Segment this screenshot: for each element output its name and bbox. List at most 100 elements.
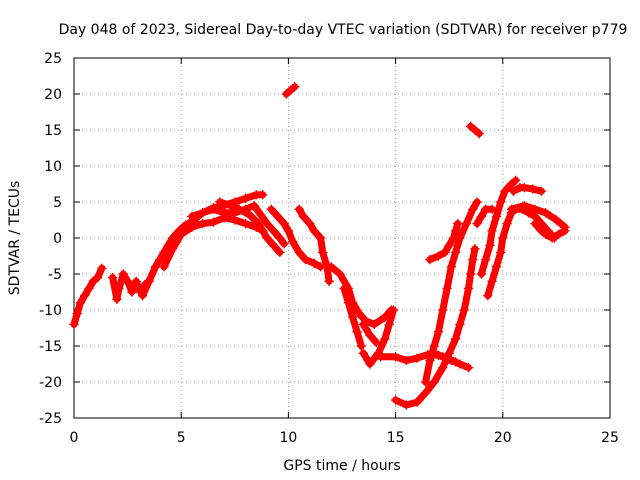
data-point xyxy=(266,204,276,214)
data-point xyxy=(491,211,502,222)
data-point xyxy=(446,262,457,272)
data-point xyxy=(450,334,461,344)
x-tick-label: 15 xyxy=(387,430,405,446)
data-point xyxy=(450,226,461,236)
data-point xyxy=(118,269,129,279)
y-tick-label: 20 xyxy=(44,87,62,103)
y-axis-label: SDTVAR / TECUs xyxy=(7,181,23,296)
y-tick-label: -10 xyxy=(39,303,62,319)
data-point xyxy=(114,283,124,294)
data-point xyxy=(208,204,219,214)
data-point xyxy=(107,272,118,283)
data-point xyxy=(465,269,476,279)
data-point xyxy=(448,233,459,243)
data-point xyxy=(144,276,154,286)
data-point xyxy=(294,247,304,258)
data-point xyxy=(365,330,375,340)
series-arc-18 xyxy=(425,218,463,265)
data-point xyxy=(470,125,480,135)
data-point xyxy=(455,319,465,330)
data-point xyxy=(491,262,502,272)
x-tick-label: 25 xyxy=(601,430,619,446)
data-point xyxy=(463,362,474,373)
data-point xyxy=(465,121,476,132)
data-point xyxy=(438,362,448,373)
data-point xyxy=(510,175,521,186)
data-point xyxy=(500,186,510,196)
data-point xyxy=(262,233,272,243)
series-arc-13 xyxy=(358,319,382,348)
data-point xyxy=(127,287,137,297)
data-point xyxy=(380,334,390,344)
series-arc-22 xyxy=(508,182,547,196)
data-point xyxy=(159,262,169,272)
data-point xyxy=(249,200,259,211)
data-point xyxy=(375,352,386,362)
data-point xyxy=(468,204,478,214)
data-point xyxy=(197,208,208,218)
data-point xyxy=(283,226,294,236)
data-point xyxy=(453,218,463,229)
data-traces xyxy=(69,82,570,410)
data-point xyxy=(317,247,328,258)
data-point xyxy=(176,229,186,240)
data-point xyxy=(167,244,178,254)
data-point xyxy=(540,208,551,218)
data-point xyxy=(540,229,551,240)
series-arc-11 xyxy=(339,283,367,351)
data-point xyxy=(272,211,283,222)
data-point xyxy=(444,240,454,250)
data-point xyxy=(390,395,401,405)
data-point xyxy=(79,290,90,301)
data-point xyxy=(487,204,497,214)
series-arc-6 xyxy=(215,197,285,258)
data-point xyxy=(412,353,422,363)
data-point xyxy=(390,352,401,362)
data-point xyxy=(444,348,454,358)
data-point xyxy=(536,186,547,196)
data-point xyxy=(420,388,431,398)
data-point xyxy=(506,179,517,189)
data-point xyxy=(75,298,86,308)
data-point xyxy=(412,397,422,407)
data-point xyxy=(240,193,251,204)
data-point xyxy=(262,218,272,229)
series-arc-16 xyxy=(390,244,480,410)
data-point xyxy=(354,308,364,319)
data-point xyxy=(483,290,493,301)
y-tick-label: 0 xyxy=(53,231,62,247)
data-point xyxy=(245,210,255,220)
series-arc-12 xyxy=(358,305,399,369)
data-point xyxy=(335,269,345,279)
data-point xyxy=(401,355,412,366)
data-point xyxy=(326,262,337,272)
series-arc-19 xyxy=(465,121,484,139)
data-point xyxy=(352,326,362,337)
data-point xyxy=(279,239,289,249)
series-arc-4 xyxy=(159,213,268,272)
data-point xyxy=(268,240,279,250)
axis-ticks xyxy=(73,57,611,419)
data-point xyxy=(294,204,304,214)
data-point xyxy=(495,197,506,207)
y-tick-label: -15 xyxy=(39,339,62,355)
data-point xyxy=(268,226,279,236)
data-point xyxy=(298,211,309,222)
data-point xyxy=(97,263,107,273)
series-arc-7 xyxy=(266,204,326,272)
data-point xyxy=(438,305,448,315)
data-point xyxy=(305,218,315,229)
data-point xyxy=(309,226,319,236)
y-tick-label: -20 xyxy=(39,375,62,391)
chart-title: Day 048 of 2023, Sidereal Day-to-day VTE… xyxy=(59,22,628,38)
data-point xyxy=(112,294,122,304)
data-point xyxy=(480,254,491,265)
data-point xyxy=(530,204,540,214)
data-point xyxy=(150,262,161,272)
data-point xyxy=(69,319,79,330)
data-point xyxy=(219,208,229,218)
data-point xyxy=(506,204,517,214)
data-point xyxy=(470,244,480,254)
data-point xyxy=(433,326,444,337)
x-tick-label: 5 xyxy=(177,430,186,446)
